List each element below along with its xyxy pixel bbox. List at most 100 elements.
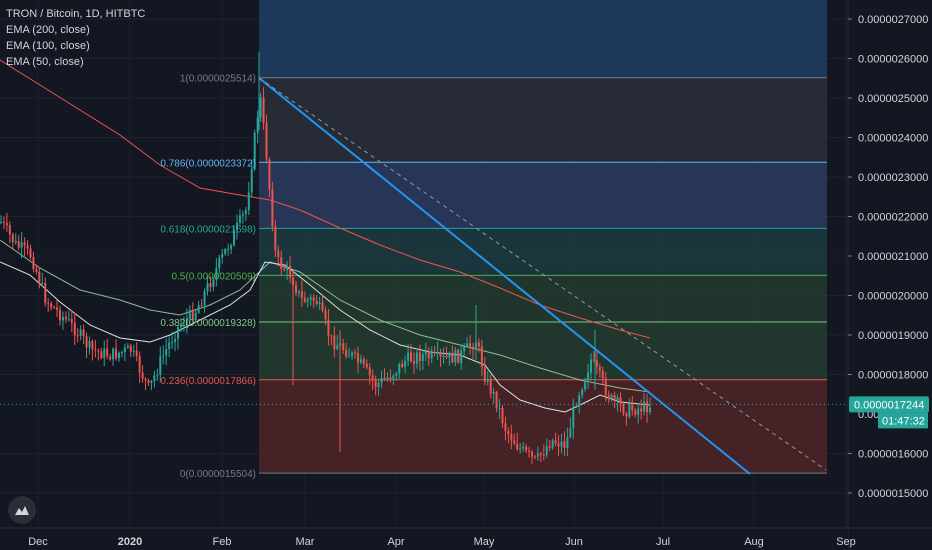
legend-ema50[interactable]: EMA (50, close) bbox=[6, 56, 84, 68]
candle-body bbox=[203, 291, 206, 306]
candle-body bbox=[424, 351, 427, 355]
candle-204 bbox=[601, 366, 604, 384]
candle-35 bbox=[103, 340, 106, 367]
candle-body bbox=[572, 406, 575, 429]
candle-169 bbox=[498, 398, 501, 419]
legend-ema200[interactable]: EMA (200, close) bbox=[6, 24, 90, 36]
candle-197 bbox=[581, 387, 584, 399]
candle-body bbox=[233, 230, 236, 246]
candle-body bbox=[109, 356, 112, 360]
candle-78 bbox=[230, 243, 233, 255]
candle-152 bbox=[448, 351, 451, 366]
candle-45 bbox=[132, 344, 135, 357]
candle-body bbox=[442, 355, 445, 357]
candle-body bbox=[206, 283, 209, 292]
candle-145 bbox=[427, 347, 430, 366]
legend-ema100[interactable]: EMA (100, close) bbox=[6, 40, 90, 52]
candle-body bbox=[472, 346, 474, 350]
candle-139 bbox=[410, 343, 413, 363]
candle-220 bbox=[649, 397, 651, 416]
candle-body bbox=[277, 250, 280, 258]
trendlines bbox=[0, 77, 848, 475]
candle-body bbox=[129, 345, 132, 352]
candle-body bbox=[303, 297, 306, 302]
trendline-dashed bbox=[258, 77, 827, 471]
time-tick-label-6: Jun bbox=[565, 536, 583, 548]
candle-body bbox=[29, 248, 32, 258]
candle-175 bbox=[516, 432, 519, 452]
candle-154 bbox=[454, 346, 457, 367]
candle-body bbox=[418, 352, 421, 362]
candle-174 bbox=[513, 433, 516, 446]
candle-141 bbox=[415, 348, 418, 369]
candle-body bbox=[179, 325, 182, 328]
candle-body bbox=[448, 352, 451, 358]
candle-135 bbox=[398, 362, 401, 379]
candle-body bbox=[59, 309, 61, 321]
current-price-tag[interactable]: 0.0000017244 bbox=[849, 396, 929, 413]
candle-body bbox=[430, 351, 433, 359]
candle-147 bbox=[433, 345, 436, 357]
candle-body bbox=[345, 349, 348, 357]
candle-118 bbox=[348, 347, 351, 358]
candle-body bbox=[498, 408, 501, 410]
time-axis: Dec 2020 Feb Mar Apr May Jun Jul Aug Sep bbox=[0, 527, 932, 550]
candle-168 bbox=[495, 390, 498, 413]
candle-185 bbox=[545, 438, 548, 458]
candle-body bbox=[156, 374, 159, 376]
candle-42 bbox=[123, 343, 126, 362]
candle-body bbox=[342, 343, 345, 350]
candle-body bbox=[545, 446, 548, 456]
candle-body bbox=[265, 122, 268, 160]
candle-body bbox=[177, 327, 179, 339]
candle-body bbox=[581, 389, 584, 396]
candle-body bbox=[415, 352, 418, 364]
candle-136 bbox=[401, 359, 404, 369]
candle-19 bbox=[56, 299, 59, 318]
candle-100 bbox=[295, 280, 297, 297]
fib-zone-1 bbox=[259, 162, 827, 229]
candle-body bbox=[368, 367, 371, 376]
candle-49 bbox=[144, 377, 147, 391]
candle-12 bbox=[35, 264, 38, 275]
candle-body bbox=[218, 257, 221, 269]
candle-215 bbox=[634, 407, 637, 418]
candle-167 bbox=[492, 387, 495, 404]
candle-166 bbox=[489, 374, 492, 399]
candle-body bbox=[56, 307, 59, 310]
candle-body bbox=[604, 378, 607, 396]
candle-189 bbox=[557, 435, 560, 457]
candle-body bbox=[480, 346, 483, 368]
candle-body bbox=[413, 361, 415, 364]
candle-110 bbox=[324, 306, 327, 325]
candle-body bbox=[575, 406, 578, 408]
candle-34 bbox=[100, 347, 103, 360]
candle-98 bbox=[289, 255, 292, 284]
time-axis-bg bbox=[0, 528, 848, 550]
candle-body bbox=[289, 266, 292, 278]
candle-body bbox=[536, 453, 539, 457]
candle-11 bbox=[32, 251, 35, 273]
candle-86 bbox=[253, 129, 256, 172]
candle-191 bbox=[563, 431, 566, 457]
candle-body bbox=[377, 382, 380, 387]
candle-body bbox=[91, 341, 94, 350]
candle-body bbox=[595, 360, 598, 367]
candle-body bbox=[221, 254, 224, 258]
candle-body bbox=[451, 352, 454, 363]
candle-body bbox=[395, 373, 398, 376]
candle-51 bbox=[150, 379, 153, 391]
candle-113 bbox=[333, 326, 336, 358]
candle-188 bbox=[554, 432, 557, 447]
candle-179 bbox=[528, 446, 531, 458]
candle-body bbox=[460, 350, 463, 363]
candle-body bbox=[141, 372, 144, 379]
candle-196 bbox=[578, 391, 581, 414]
fib-label-6: 0(0.0000015504) bbox=[180, 469, 256, 480]
tradingview-logo-icon[interactable] bbox=[8, 496, 36, 524]
candle-107 bbox=[315, 295, 318, 306]
legend-symbol[interactable]: TRON / Bitcoin, 1D, HITBTC bbox=[6, 8, 146, 20]
candle-27 bbox=[79, 325, 82, 341]
candle-127 bbox=[374, 375, 377, 396]
